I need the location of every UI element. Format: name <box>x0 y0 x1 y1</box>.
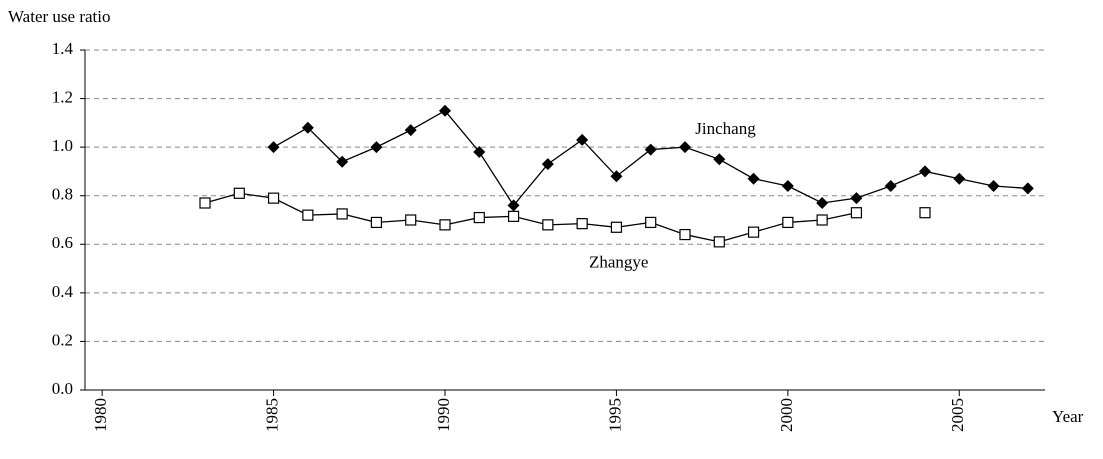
marker <box>301 121 314 134</box>
marker <box>576 133 589 146</box>
x-tick-label: 2000 <box>777 398 796 432</box>
marker <box>713 153 726 166</box>
marker <box>919 165 931 178</box>
x-tick-label: 1990 <box>434 398 453 432</box>
marker <box>816 214 828 226</box>
marker <box>336 155 349 168</box>
marker <box>781 180 794 192</box>
marker <box>233 187 245 199</box>
marker <box>850 192 863 205</box>
series-label: Zhangye <box>589 253 648 272</box>
x-tick-label: 1985 <box>262 398 281 432</box>
marker <box>473 146 486 158</box>
marker <box>679 228 691 241</box>
marker <box>439 104 451 117</box>
marker <box>267 192 280 204</box>
marker <box>679 141 691 154</box>
marker <box>473 211 485 224</box>
marker <box>850 207 863 219</box>
y-tick-label: 0.4 <box>52 282 74 301</box>
marker <box>610 170 623 183</box>
x-tick-label: 1995 <box>605 398 624 432</box>
marker <box>782 216 794 229</box>
marker <box>747 226 760 238</box>
y-tick-label: 1.4 <box>52 39 74 58</box>
marker <box>713 236 725 248</box>
marker <box>644 143 657 156</box>
marker <box>370 141 383 154</box>
marker <box>199 197 211 209</box>
marker <box>507 199 520 212</box>
marker <box>302 209 314 221</box>
marker <box>542 219 554 231</box>
y-tick-label: 1.0 <box>52 136 73 155</box>
y-tick-label: 0.6 <box>52 233 73 252</box>
series-line <box>273 109 1028 207</box>
marker <box>645 216 657 229</box>
y-tick-label: 0.2 <box>52 330 73 349</box>
x-axis-label: Year <box>1052 407 1084 426</box>
marker <box>816 197 829 209</box>
marker <box>576 218 588 230</box>
marker <box>884 180 897 192</box>
marker <box>1021 182 1034 195</box>
marker <box>404 124 417 137</box>
marker <box>987 180 1000 192</box>
y-tick-label: 0.0 <box>52 379 73 398</box>
marker <box>541 158 554 171</box>
y-tick-label: 0.8 <box>52 185 73 204</box>
marker <box>267 141 280 154</box>
x-tick-label: 2005 <box>948 398 967 432</box>
marker <box>953 172 966 185</box>
marker <box>439 219 451 231</box>
marker <box>336 208 348 220</box>
x-tick-label: 1980 <box>91 398 110 432</box>
marker <box>370 216 383 229</box>
y-axis-label: Water use ratio <box>8 7 110 26</box>
marker <box>610 221 623 233</box>
series-line <box>204 192 857 243</box>
marker <box>747 172 760 185</box>
series-label: Jinchang <box>695 119 756 138</box>
marker <box>919 207 931 219</box>
marker <box>405 214 417 226</box>
y-tick-label: 1.2 <box>52 87 73 106</box>
marker <box>507 210 520 222</box>
